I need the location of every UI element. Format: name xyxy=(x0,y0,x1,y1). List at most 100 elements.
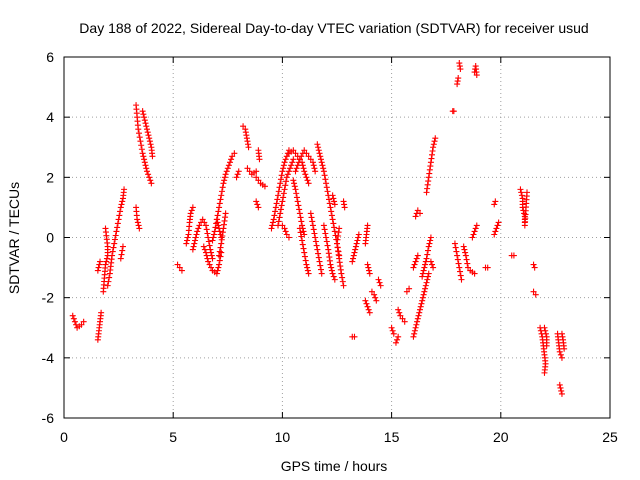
data-point xyxy=(283,178,290,185)
data-point xyxy=(270,216,277,223)
data-point xyxy=(363,300,370,307)
data-point xyxy=(531,264,538,271)
data-point xyxy=(425,243,432,250)
data-point xyxy=(352,246,359,253)
data-point xyxy=(542,327,549,334)
y-tick-label: -4 xyxy=(42,350,55,366)
data-point xyxy=(253,174,260,181)
data-point xyxy=(412,324,419,331)
data-point xyxy=(311,230,318,237)
data-point xyxy=(103,255,110,262)
data-point xyxy=(283,231,290,238)
data-point xyxy=(194,228,201,235)
data-point xyxy=(413,255,420,262)
data-point xyxy=(305,180,312,187)
data-point xyxy=(111,240,118,247)
data-point xyxy=(541,369,548,376)
data-point xyxy=(220,180,227,187)
data-point xyxy=(70,315,77,322)
data-point xyxy=(395,306,402,313)
data-point xyxy=(292,150,299,157)
data-point xyxy=(78,321,85,328)
data-point xyxy=(216,228,223,235)
data-point xyxy=(200,243,207,250)
data-point xyxy=(234,171,241,178)
data-point xyxy=(207,246,214,253)
data-point xyxy=(324,188,331,195)
data-point xyxy=(451,240,458,247)
data-point xyxy=(298,218,305,225)
data-point xyxy=(145,132,152,139)
data-point xyxy=(296,156,303,163)
data-point xyxy=(146,174,153,181)
data-point xyxy=(137,138,144,145)
data-point xyxy=(274,196,281,203)
data-point xyxy=(147,177,154,184)
data-point xyxy=(217,244,224,251)
data-point xyxy=(119,247,126,254)
data-point xyxy=(471,228,478,235)
data-point xyxy=(462,249,469,256)
data-point xyxy=(138,146,145,153)
data-point xyxy=(518,192,525,199)
data-point xyxy=(495,219,502,226)
data-point xyxy=(427,234,434,241)
data-point xyxy=(280,194,287,201)
data-points xyxy=(69,60,568,397)
data-point xyxy=(216,225,223,232)
data-point xyxy=(294,162,301,169)
data-point xyxy=(110,244,117,251)
data-point xyxy=(313,242,320,249)
data-point xyxy=(296,210,303,217)
data-point xyxy=(280,162,287,169)
data-point xyxy=(304,177,311,184)
data-point xyxy=(324,242,331,249)
data-point xyxy=(199,216,206,223)
data-point xyxy=(206,242,213,249)
data-point xyxy=(229,153,236,160)
data-point xyxy=(424,276,431,283)
data-point xyxy=(365,306,372,313)
data-point xyxy=(217,231,224,238)
data-point xyxy=(329,192,336,199)
data-point xyxy=(210,231,217,238)
data-point xyxy=(330,195,337,202)
data-point xyxy=(221,174,228,181)
data-point xyxy=(141,159,148,166)
data-point xyxy=(143,123,150,130)
data-point xyxy=(245,144,252,151)
data-point xyxy=(556,381,563,388)
data-point xyxy=(183,240,190,247)
data-point xyxy=(303,150,310,157)
data-point xyxy=(492,228,499,235)
data-point xyxy=(330,273,337,280)
data-point xyxy=(297,214,304,221)
x-tick-label: 0 xyxy=(60,429,68,445)
data-point xyxy=(328,208,335,215)
data-point xyxy=(350,252,357,259)
data-point xyxy=(315,144,322,151)
data-point xyxy=(104,282,111,289)
data-point xyxy=(350,255,357,262)
data-point xyxy=(318,270,325,277)
data-point xyxy=(192,234,199,241)
data-point xyxy=(365,264,372,271)
data-point xyxy=(279,222,286,229)
data-point xyxy=(331,228,338,235)
data-point xyxy=(291,180,298,187)
data-point xyxy=(94,267,101,274)
data-point xyxy=(279,198,286,205)
data-point xyxy=(304,267,311,274)
data-point xyxy=(558,354,565,361)
data-point xyxy=(305,270,312,277)
data-point xyxy=(277,176,284,183)
data-point xyxy=(420,291,427,298)
data-point xyxy=(301,168,308,175)
data-point xyxy=(430,144,437,151)
data-point xyxy=(223,168,230,175)
data-point xyxy=(216,257,223,264)
data-point xyxy=(431,138,438,145)
data-point xyxy=(310,226,317,233)
data-point xyxy=(331,224,338,231)
data-point xyxy=(119,198,126,205)
